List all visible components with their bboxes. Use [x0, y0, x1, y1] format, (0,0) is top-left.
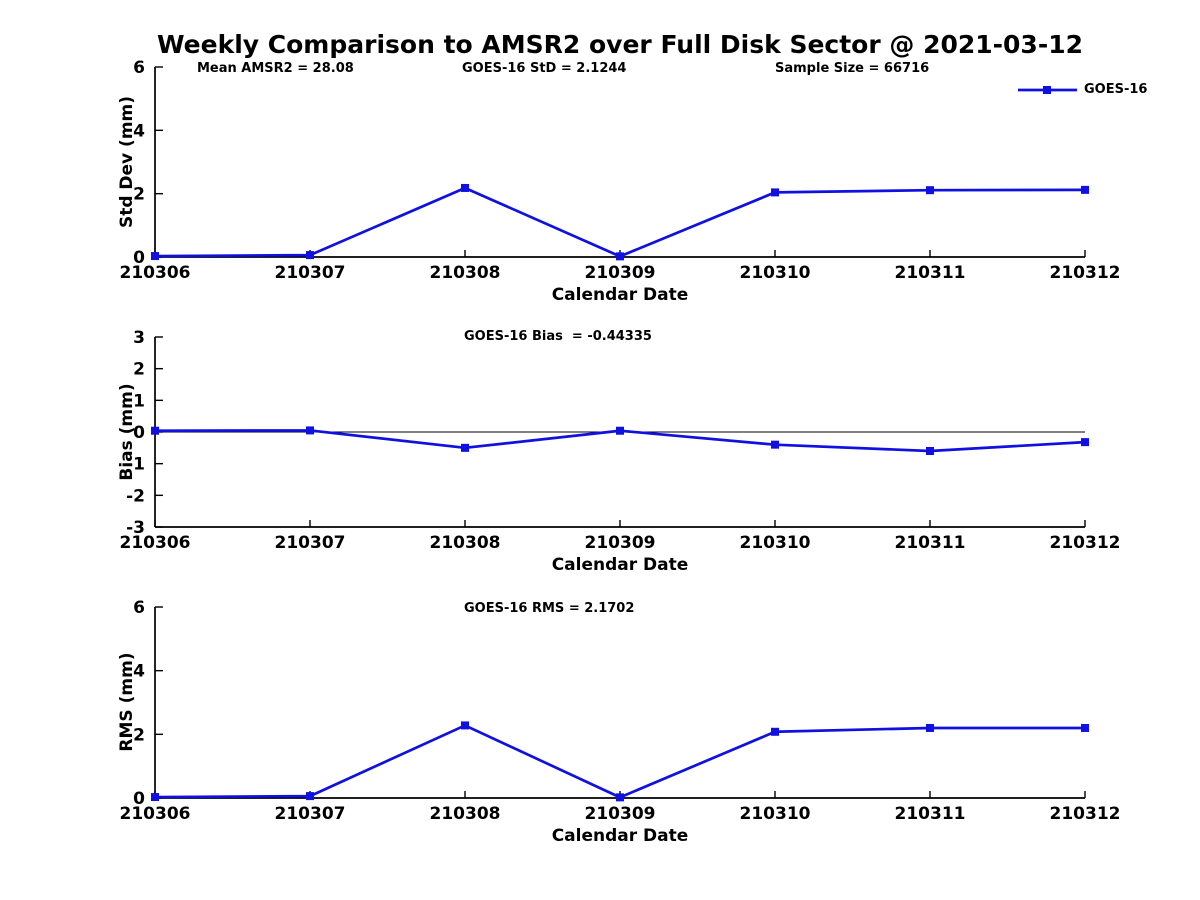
x-tick-label: 210306 — [120, 533, 191, 553]
x-axis-label-3: Calendar Date — [551, 826, 689, 846]
y-tick-label: 4 — [133, 121, 145, 141]
x-tick-label: 210310 — [740, 533, 811, 553]
x-tick-label: 210309 — [585, 263, 656, 283]
y-tick-label: -2 — [126, 486, 145, 506]
data-point-marker — [771, 727, 779, 736]
x-tick-label: 210310 — [740, 263, 811, 283]
x-tick-label: 210311 — [895, 263, 966, 283]
x-tick-label: 210311 — [895, 533, 966, 553]
x-tick-label: 210307 — [275, 804, 346, 824]
y-tick-label: -3 — [126, 518, 145, 538]
data-point-marker — [461, 443, 469, 452]
data-point-marker — [306, 426, 314, 435]
x-tick-label: 210306 — [120, 263, 191, 283]
data-point-marker — [771, 440, 779, 449]
x-tick-label: 210308 — [430, 533, 501, 553]
annotation-sample-size: Sample Size = 66716 — [775, 61, 930, 76]
x-tick-label: 210308 — [430, 263, 501, 283]
y-tick-label: 6 — [133, 58, 145, 78]
annotation-goes16-std: GOES-16 StD = 2.1244 — [462, 61, 627, 76]
x-tick-label: 210312 — [1050, 263, 1121, 283]
y-axis-label-rms: RMS (mm) — [117, 652, 137, 752]
y-tick-label: 4 — [133, 662, 145, 682]
x-tick-label: 210311 — [895, 804, 966, 824]
annotation-mean-amsr2: Mean AMSR2 = 28.08 — [197, 61, 354, 76]
data-point-marker — [616, 793, 624, 802]
x-tick-label: 210309 — [585, 804, 656, 824]
x-tick-label: 210307 — [275, 263, 346, 283]
y-tick-label: 6 — [133, 598, 145, 618]
y-tick-label: 3 — [133, 328, 145, 348]
data-point-marker — [461, 183, 469, 192]
x-tick-label: 210312 — [1050, 533, 1121, 553]
y-tick-label: 2 — [133, 185, 145, 205]
legend-marker — [1043, 86, 1051, 94]
x-axis-label-2: Calendar Date — [551, 555, 689, 575]
series-line-GOES-16 — [154, 186, 1086, 258]
data-point-marker — [1081, 723, 1089, 732]
figure-title: Weekly Comparison to AMSR2 over Full Dis… — [156, 30, 1083, 59]
data-point-marker — [616, 426, 624, 435]
y-axis-label-std-dev: Std Dev (mm) — [117, 95, 137, 229]
x-tick-label: 210308 — [430, 804, 501, 824]
y-tick-label: 2 — [133, 725, 145, 745]
data-point-marker — [461, 721, 469, 730]
data-point-marker — [151, 793, 159, 802]
data-point-marker — [926, 723, 934, 732]
y-tick-label: 2 — [133, 360, 145, 380]
data-point-marker — [151, 426, 159, 435]
subplot-rms: 0 2 4 6 210306 210307 210308 210309 210310 210311… — [120, 598, 1121, 824]
data-point-marker — [926, 186, 934, 195]
annotation-goes16-bias: GOES-16 Bias = -0.44335 — [464, 329, 652, 344]
x-tick-label: 210306 — [120, 804, 191, 824]
legend-label: GOES-16 — [1084, 82, 1148, 97]
y-tick-label: 0 — [133, 789, 145, 809]
data-point-marker — [306, 251, 314, 260]
series-line-GOES-16 — [154, 724, 1085, 799]
annotation-goes16-rms: GOES-16 RMS = 2.1702 — [464, 601, 635, 616]
y-tick-label: -1 — [126, 455, 145, 475]
data-point-marker — [306, 792, 314, 801]
y-axis-label-bias: Bias (mm) — [117, 383, 137, 481]
y-tick-label: 1 — [133, 391, 145, 411]
data-point-marker — [926, 447, 934, 455]
data-point-marker — [1081, 185, 1089, 194]
data-point-marker — [771, 188, 779, 197]
subplot-std-dev: 0 2 4 6 210306 210307 210308 210309 210310 210311… — [120, 58, 1121, 283]
y-tick-label: 0 — [133, 248, 145, 268]
x-tick-label: 210312 — [1050, 804, 1121, 824]
x-tick-label: 210309 — [585, 533, 656, 553]
x-tick-label: 210310 — [740, 804, 811, 824]
x-tick-label: 210307 — [275, 533, 346, 553]
x-axis-label-1: Calendar Date — [551, 285, 689, 305]
data-point-marker — [1081, 438, 1089, 447]
data-point-marker — [616, 252, 624, 261]
y-tick-label: 0 — [133, 423, 145, 443]
data-point-marker — [151, 252, 159, 261]
